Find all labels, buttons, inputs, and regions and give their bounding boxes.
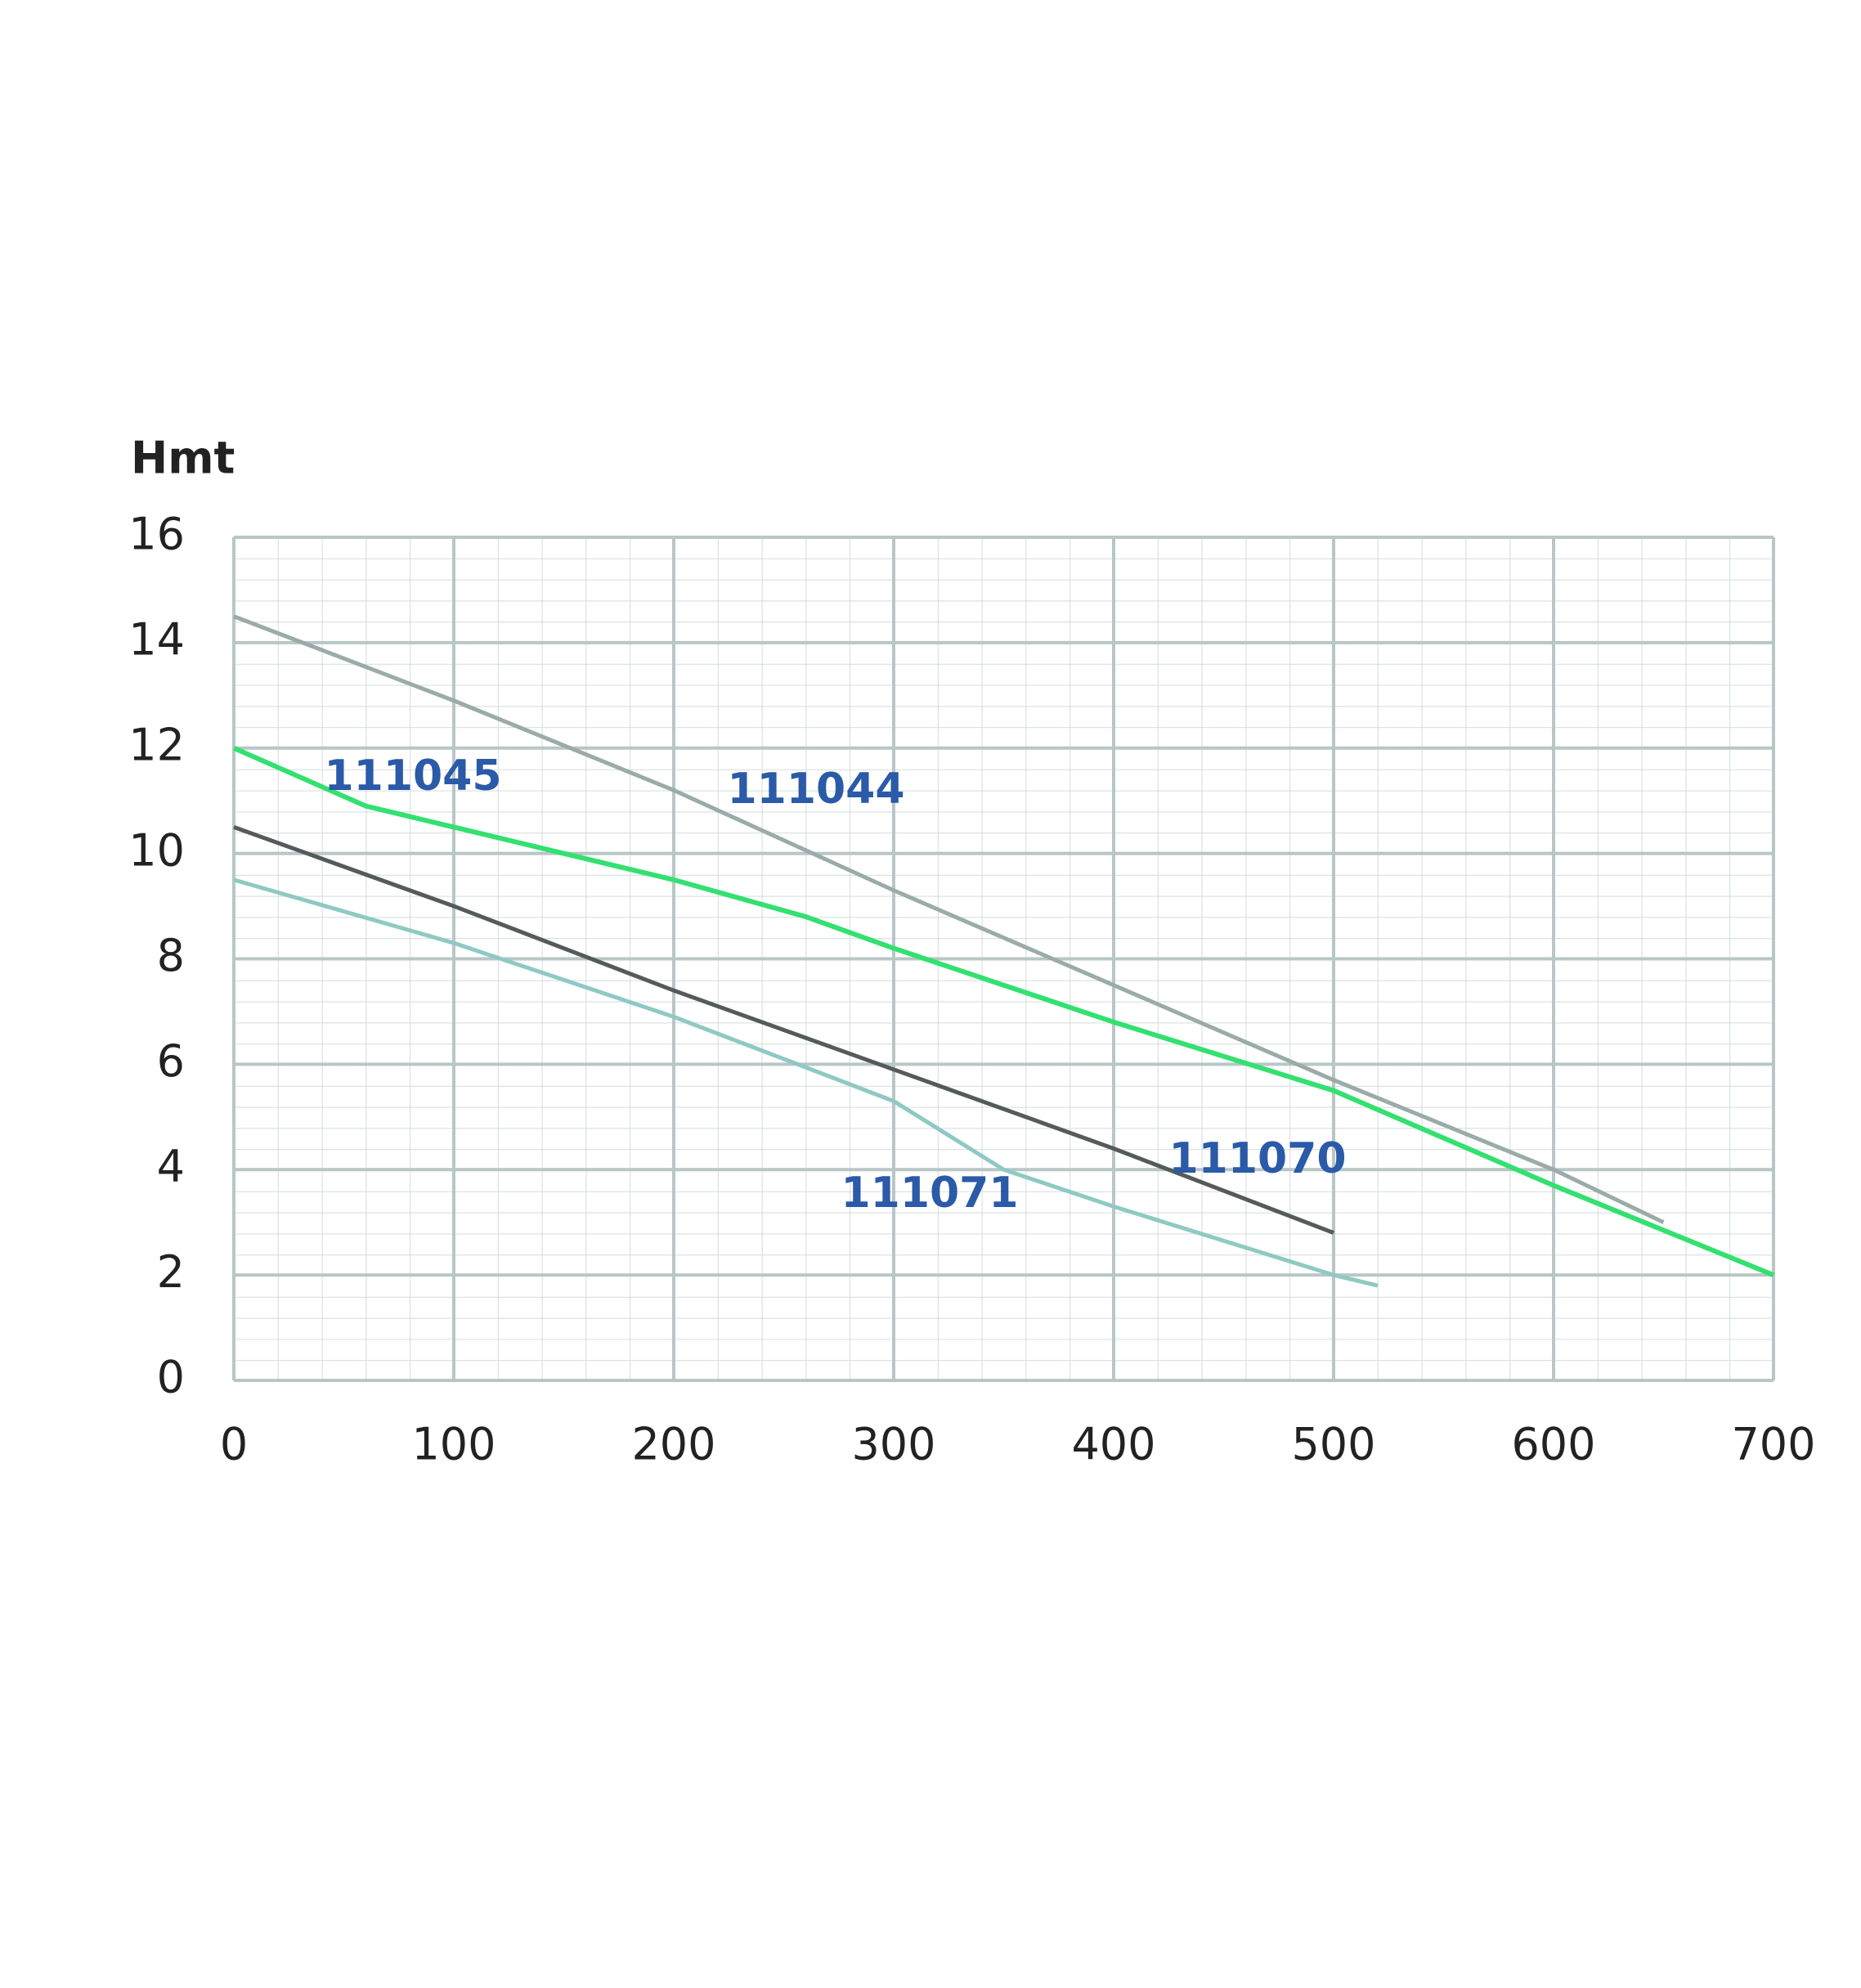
x-tick-label: 600: [1511, 1419, 1595, 1470]
series-label: 111045: [324, 752, 501, 801]
y-tick-label: 16: [128, 509, 185, 560]
x-tick-label: 300: [851, 1419, 935, 1470]
x-tick-label: 500: [1291, 1419, 1375, 1470]
y-tick-label: 12: [128, 719, 185, 770]
y-tick-label: 8: [157, 930, 185, 981]
y-tick-label: 0: [157, 1352, 185, 1403]
series-line: [233, 877, 1379, 1288]
y-axis-label: Hmt: [131, 433, 235, 484]
series-line: [233, 614, 1665, 1224]
x-tick-label: 0: [220, 1419, 248, 1470]
x-tick-label: 100: [411, 1419, 496, 1470]
y-tick-label: 4: [157, 1141, 185, 1192]
series-label: 111071: [841, 1169, 1018, 1218]
series-label: 111070: [1168, 1134, 1346, 1183]
x-tick-label: 700: [1731, 1419, 1815, 1470]
y-tick-label: 6: [157, 1035, 185, 1087]
y-tick-label: 10: [128, 824, 185, 876]
x-tick-label: 200: [631, 1419, 715, 1470]
series-line: [232, 746, 1775, 1277]
series-line: [233, 825, 1334, 1235]
y-tick-label: 2: [157, 1246, 185, 1298]
y-tick-label: 14: [128, 614, 185, 666]
series-label: 111044: [727, 765, 904, 814]
x-tick-label: 400: [1071, 1419, 1155, 1470]
